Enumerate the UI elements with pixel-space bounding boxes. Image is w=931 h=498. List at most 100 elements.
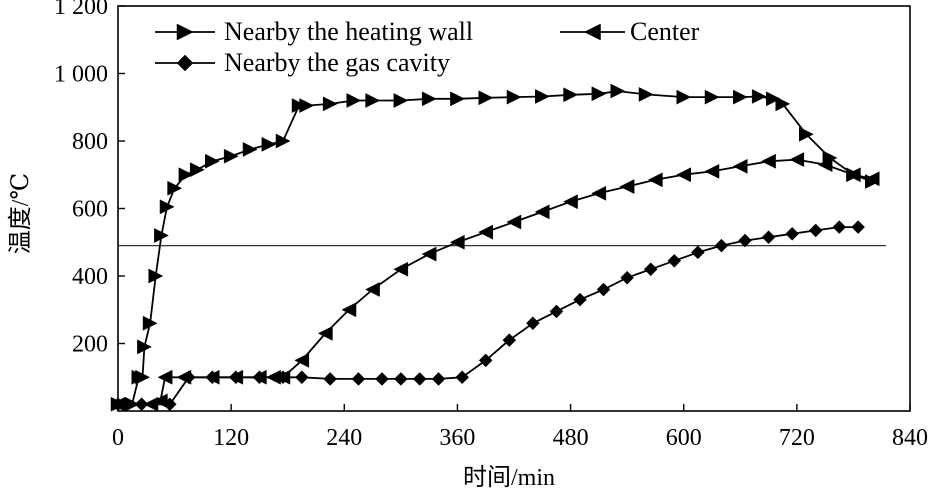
data-point: [157, 369, 173, 385]
data-point: [450, 91, 465, 107]
data-point: [299, 98, 315, 113]
data-point: [733, 89, 748, 105]
data-point: [394, 372, 408, 386]
data-point: [375, 372, 389, 386]
data-point: [619, 179, 635, 194]
x-tick-label: 240: [326, 425, 362, 451]
data-point: [421, 246, 437, 262]
data-point: [176, 54, 194, 72]
data-point: [137, 339, 152, 355]
data-point: [276, 370, 290, 385]
data-point: [393, 261, 409, 277]
data-point: [252, 370, 267, 385]
data-point: [785, 226, 799, 241]
data-point: [142, 315, 158, 331]
data-point: [449, 234, 465, 250]
y-tick-label: 1 000: [54, 62, 108, 88]
data-point: [478, 353, 493, 368]
data-point: [583, 23, 601, 41]
data-point: [205, 370, 220, 385]
data-point: [223, 148, 239, 164]
data-point: [761, 230, 776, 245]
data-point: [808, 223, 823, 238]
data-point: [845, 167, 861, 183]
data-point: [412, 372, 427, 386]
series-line: [118, 90, 873, 406]
data-point: [761, 153, 776, 169]
data-point: [676, 89, 692, 105]
legend-item: Nearby the gas cavity: [155, 48, 450, 77]
legend-label: Center: [630, 17, 700, 46]
y-tick-label: 600: [72, 197, 108, 223]
data-point: [704, 163, 720, 179]
data-point: [291, 98, 307, 113]
data-point: [135, 369, 151, 385]
data-point: [591, 185, 607, 201]
data-point: [620, 270, 634, 285]
data-point: [714, 238, 729, 253]
data-point: [159, 199, 175, 215]
data-point: [242, 142, 258, 157]
data-point: [189, 162, 205, 178]
data-point: [506, 214, 522, 230]
x-axis-label: 时间/min: [463, 464, 555, 491]
data-point: [851, 220, 865, 234]
x-tick-label: 120: [213, 425, 249, 451]
data-point: [789, 152, 805, 167]
data-point: [111, 397, 125, 412]
data-point: [864, 171, 880, 187]
data-point: [638, 87, 654, 102]
series-line: [118, 158, 873, 406]
x-tick-label: 0: [112, 425, 124, 451]
data-point: [563, 87, 579, 103]
data-point: [431, 372, 446, 386]
data-point: [506, 89, 522, 105]
legend-item: Nearby the heating wall: [155, 17, 473, 46]
data-point: [535, 89, 550, 104]
data-point: [317, 325, 333, 341]
data-point: [502, 333, 517, 347]
data-point: [647, 172, 663, 188]
x-tick-label: 480: [553, 425, 589, 451]
data-point: [393, 93, 409, 108]
data-point: [322, 96, 338, 112]
data-point: [799, 126, 814, 142]
data-point: [365, 93, 381, 108]
data-point: [323, 372, 337, 386]
data-point: [346, 93, 362, 108]
data-point: [676, 167, 691, 183]
y-tick-label: 200: [72, 332, 108, 358]
data-point: [643, 262, 658, 277]
data-point: [365, 282, 380, 297]
axes: 0 120 240 360 480 600 720 840 200 400 600 800 1 000 1…: [54, 0, 928, 451]
x-tick-label: 360: [439, 425, 475, 451]
data-point: [817, 157, 833, 173]
data-point: [167, 180, 183, 196]
series-1: [110, 83, 880, 412]
data-point: [563, 194, 578, 210]
legend-label: Nearby the gas cavity: [224, 48, 450, 77]
data-point: [704, 89, 720, 105]
data-point: [154, 228, 169, 243]
legend: Nearby the heating wall Center Nearby the …: [155, 17, 700, 77]
data-point: [691, 245, 705, 260]
data-point: [526, 316, 540, 331]
series-2: [110, 152, 880, 412]
data-point: [732, 158, 748, 174]
data-point: [261, 136, 277, 152]
data-point: [351, 372, 366, 386]
data-point: [134, 397, 149, 412]
series-3: [111, 220, 865, 412]
data-point: [229, 370, 243, 385]
data-point: [178, 167, 194, 183]
series-line: [118, 226, 859, 406]
y-tick-label: 800: [72, 129, 108, 155]
y-tick-label: 400: [72, 264, 108, 290]
data-point: [455, 370, 469, 385]
x-tick-label: 720: [779, 425, 815, 451]
series-layer: [110, 83, 880, 412]
data-point: [176, 23, 194, 41]
data-point: [205, 153, 220, 169]
data-point: [478, 90, 494, 106]
